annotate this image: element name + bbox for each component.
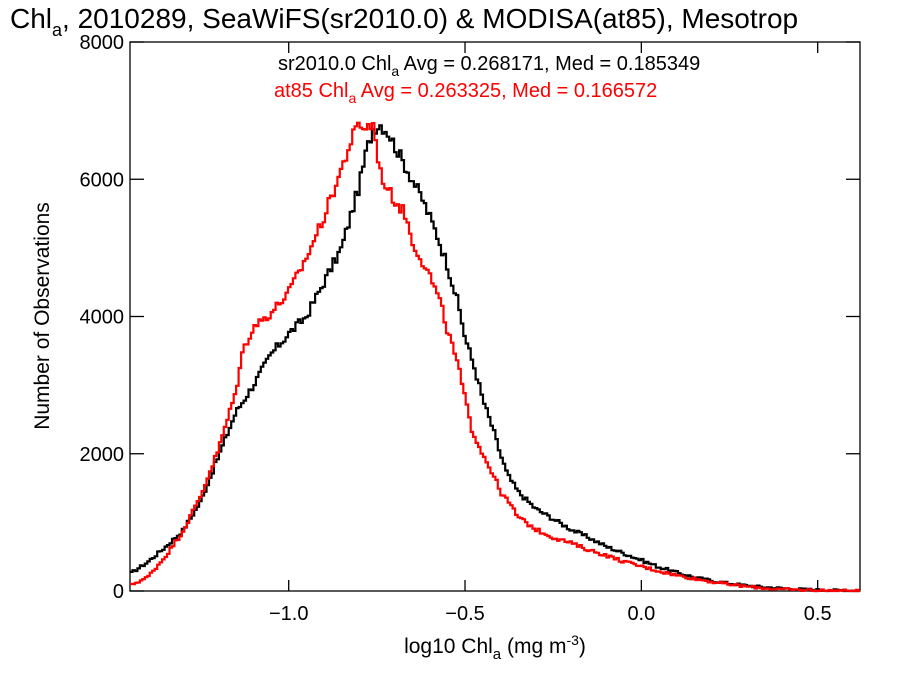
chart-title-sub: a bbox=[52, 20, 63, 40]
x-tick-label-3: 0.5 bbox=[804, 603, 832, 625]
chart-title: Chla, 2010289, SeaWiFS(sr2010.0) & MODIS… bbox=[10, 3, 798, 40]
x-axis-label-units-pre: (mg m bbox=[501, 635, 566, 658]
stat-line-red: at85 Chla Avg = 0.263325, Med = 0.166572 bbox=[274, 80, 657, 106]
y-tick-label-1: 2000 bbox=[80, 444, 125, 466]
series-line-1 bbox=[130, 121, 860, 593]
x-tick-label-1: −0.5 bbox=[445, 603, 484, 625]
plot-frame bbox=[129, 41, 861, 592]
chart-title-rest: , 2010289, SeaWiFS(sr2010.0) & MODISA(at… bbox=[62, 3, 798, 34]
series-line-0 bbox=[130, 124, 860, 593]
chart-title-main: Chl bbox=[10, 3, 52, 34]
stat-black-pre: sr2010.0 Chl bbox=[278, 53, 391, 75]
x-axis-label: log10 Chla (mg m-3) bbox=[404, 632, 586, 663]
x-axis-label-units-sup: -3 bbox=[566, 632, 579, 648]
y-tick-label-0: 0 bbox=[113, 581, 124, 603]
y-tick-label-3: 6000 bbox=[80, 169, 125, 191]
stat-red-pre: at85 Chl bbox=[274, 80, 349, 102]
axis-ticks: −1.0 −0.5 0.0 0.5 0 2000 4000 6000 8000 bbox=[80, 32, 860, 625]
y-axis-label: Number of Observations bbox=[31, 202, 54, 430]
series-lines bbox=[130, 121, 860, 593]
y-tick-label-2: 4000 bbox=[80, 307, 125, 329]
x-axis-label-sub: a bbox=[493, 646, 502, 663]
stat-black-post: Avg = 0.268171, Med = 0.185349 bbox=[399, 53, 700, 75]
stat-red-sub: a bbox=[349, 90, 357, 106]
x-tick-label-0: −1.0 bbox=[269, 603, 308, 625]
x-tick-label-2: 0.0 bbox=[627, 603, 655, 625]
stat-line-black: sr2010.0 Chla Avg = 0.268171, Med = 0.18… bbox=[278, 53, 700, 79]
stat-red-post: Avg = 0.263325, Med = 0.166572 bbox=[356, 80, 657, 102]
y-tick-label-4: 8000 bbox=[80, 32, 125, 54]
stat-black-sub: a bbox=[391, 63, 399, 79]
x-axis-label-units-post: ) bbox=[579, 635, 586, 658]
x-axis-label-main: log10 Chl bbox=[404, 635, 493, 658]
